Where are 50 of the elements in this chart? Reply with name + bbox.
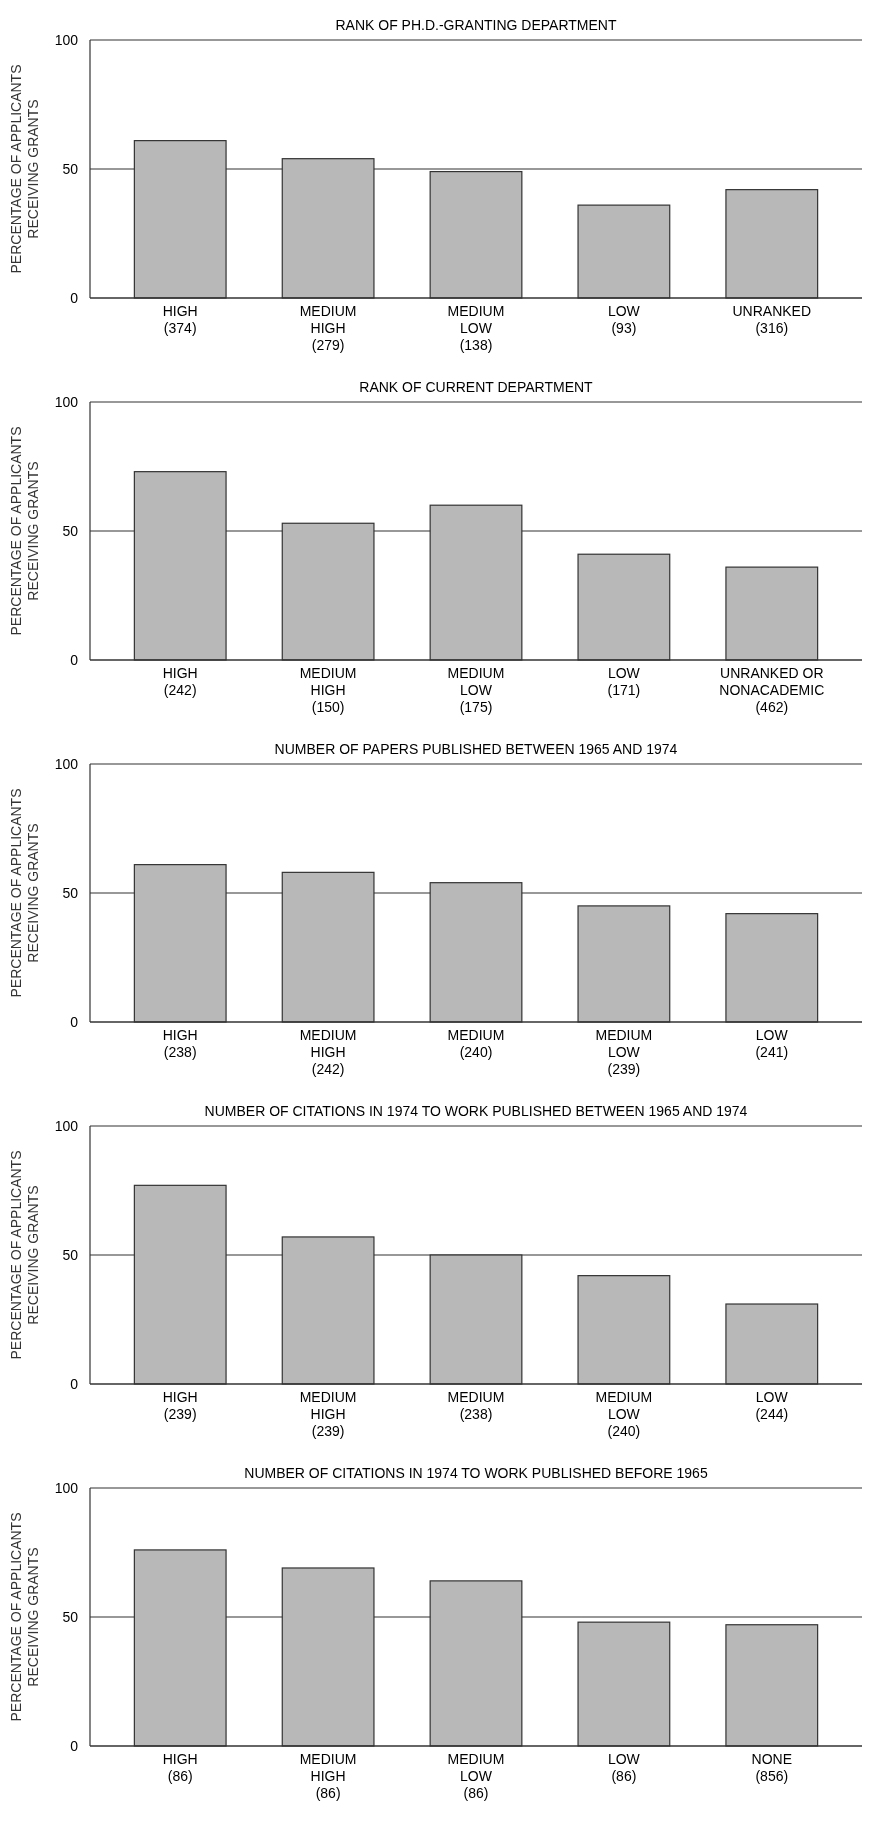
x-tick-label: HIGH (242) [162, 665, 198, 698]
y-axis-title: PERCENTAGE OF APPLICANTS RECEIVING GRANTS [8, 1150, 41, 1360]
y-tick-label: 100 [54, 1117, 79, 1134]
x-tick-label: MEDIUM HIGH (239) [299, 1389, 357, 1439]
y-tick-label: 100 [54, 755, 79, 772]
x-tick-label: MEDIUM HIGH (86) [299, 1751, 357, 1801]
y-tick-label: 0 [70, 1375, 79, 1392]
y-tick-label: 0 [70, 289, 79, 306]
y-tick-label: 0 [70, 651, 79, 668]
x-tick-label: MEDIUM (238) [447, 1389, 505, 1422]
x-tick-label: LOW (171) [607, 665, 641, 698]
y-tick-label: 50 [62, 1246, 79, 1263]
chart-title: RANK OF CURRENT DEPARTMENT [359, 379, 594, 395]
x-tick-label: MEDIUM (240) [447, 1027, 505, 1060]
y-tick-label: 100 [54, 1479, 79, 1496]
x-tick-label: NONE (856) [751, 1751, 793, 1784]
x-tick-label: LOW (241) [755, 1027, 789, 1060]
x-tick-label: MEDIUM HIGH (150) [299, 665, 357, 715]
x-tick-label: UNRANKED OR NONACADEMIC (462) [719, 665, 825, 715]
chart-title: NUMBER OF CITATIONS IN 1974 TO WORK PUBLISHED BETWEEN 1965 AND 1974 [204, 1103, 748, 1119]
y-tick-label: 100 [54, 393, 79, 410]
y-tick-label: 50 [62, 160, 79, 177]
x-tick-label: HIGH (374) [162, 303, 198, 336]
x-tick-label: HIGH (238) [162, 1027, 198, 1060]
y-axis-title: PERCENTAGE OF APPLICANTS RECEIVING GRANTS [8, 64, 41, 274]
chart-title: NUMBER OF PAPERS PUBLISHED BETWEEN 1965 AND 1974 [274, 741, 678, 757]
x-tick-label: LOW (244) [755, 1389, 789, 1422]
x-tick-label: UNRANKED (316) [732, 303, 812, 336]
y-tick-label: 50 [62, 522, 79, 539]
x-tick-label: HIGH (239) [162, 1389, 198, 1422]
x-tick-label: MEDIUM LOW (240) [595, 1389, 653, 1439]
x-tick-label: MEDIUM LOW (175) [447, 665, 505, 715]
y-tick-label: 0 [70, 1013, 79, 1030]
x-tick-label: MEDIUM LOW (86) [447, 1751, 505, 1801]
x-tick-label: MEDIUM LOW (239) [595, 1027, 653, 1077]
y-axis-title: PERCENTAGE OF APPLICANTS RECEIVING GRANTS [8, 426, 41, 636]
chart-title: NUMBER OF CITATIONS IN 1974 TO WORK PUBLISHED BEFORE 1965 [244, 1465, 708, 1481]
x-tick-label: HIGH (86) [162, 1751, 198, 1784]
x-tick-label: LOW (93) [607, 303, 641, 336]
y-tick-label: 50 [62, 884, 79, 901]
y-axis-title: PERCENTAGE OF APPLICANTS RECEIVING GRANTS [8, 1512, 41, 1722]
x-tick-label: LOW (86) [607, 1751, 641, 1784]
y-tick-label: 50 [62, 1608, 79, 1625]
chart-title: RANK OF PH.D.-GRANTING DEPARTMENT [335, 17, 617, 33]
y-tick-label: 0 [70, 1737, 79, 1754]
x-tick-label: MEDIUM LOW (138) [447, 303, 505, 353]
y-axis-title: PERCENTAGE OF APPLICANTS RECEIVING GRANTS [8, 788, 41, 998]
x-tick-label: MEDIUM HIGH (279) [299, 303, 357, 353]
x-tick-label: MEDIUM HIGH (242) [299, 1027, 357, 1077]
y-tick-label: 100 [54, 31, 79, 48]
